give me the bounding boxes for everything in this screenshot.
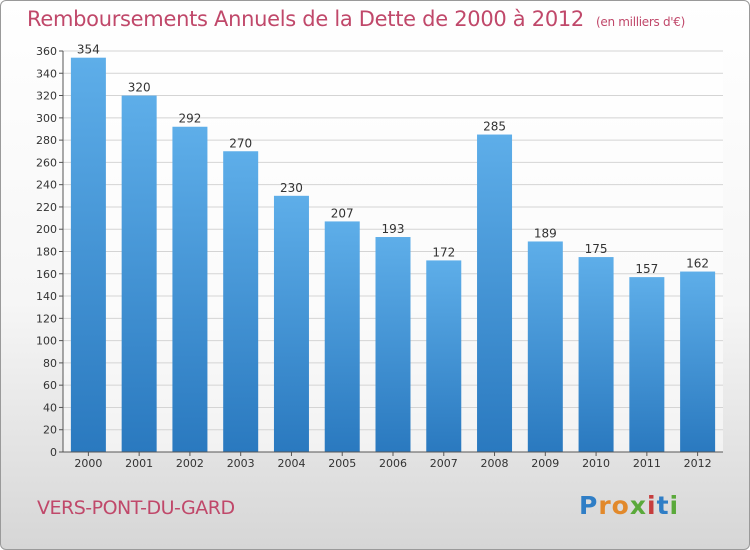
bar: [70, 57, 106, 452]
logo-letter: t: [656, 491, 670, 520]
data-label: 230: [280, 181, 303, 195]
bar: [223, 151, 259, 452]
data-label: 157: [635, 262, 658, 276]
logo-letter: i: [647, 491, 657, 520]
bar: [121, 95, 157, 453]
x-tick-label: 2011: [633, 457, 661, 470]
y-tick-label: 20: [43, 424, 57, 437]
x-tick-label: 2005: [328, 457, 356, 470]
y-tick-label: 280: [36, 134, 57, 147]
x-axis: 2000 2001 2002 2003 2004 2005 2006 2007 2008 2009…: [63, 451, 723, 470]
y-axis: 0 20 40 60 80 100 120 140 160 180 200 220 240 260 280 3…: [36, 45, 64, 459]
y-tick-label: 180: [36, 246, 57, 259]
y-tick-label: 340: [36, 67, 57, 80]
data-label: 320: [128, 81, 151, 95]
bar: [477, 134, 513, 452]
data-label: 189: [534, 226, 557, 240]
data-label: 354: [77, 43, 100, 57]
title-text: Remboursements Annuels de la Dette de 20…: [27, 7, 584, 31]
bar: [273, 195, 309, 453]
y-tick-label: 200: [36, 223, 57, 236]
data-label: 270: [229, 136, 252, 150]
x-tick-label: 2000: [74, 457, 102, 470]
y-tick-label: 0: [50, 446, 57, 459]
x-tick-label: 2008: [481, 457, 509, 470]
y-tick-label: 360: [36, 45, 57, 58]
y-tick-label: 120: [36, 312, 57, 325]
y-tick-label: 80: [43, 357, 57, 370]
y-tick-label: 100: [36, 335, 57, 348]
data-label: 292: [178, 112, 201, 126]
bar: [324, 221, 360, 452]
x-tick-label: 2007: [430, 457, 458, 470]
data-label: 162: [686, 257, 709, 271]
data-label: 285: [483, 120, 506, 134]
bar: [172, 126, 208, 452]
x-tick-label: 2009: [531, 457, 559, 470]
title-unit: (en milliers d'€): [596, 15, 686, 29]
y-tick-label: 140: [36, 290, 57, 303]
x-tick-label: 2003: [227, 457, 255, 470]
logo-letter: o: [611, 491, 630, 520]
bar: [629, 277, 665, 452]
x-tick-label: 2012: [684, 457, 712, 470]
bar: [527, 241, 563, 452]
proxiti-logo: Proxiti: [579, 491, 679, 520]
data-label: 175: [585, 242, 608, 256]
bar: [426, 260, 462, 452]
x-tick-label: 2002: [176, 457, 204, 470]
logo-letter: P: [579, 491, 599, 520]
y-tick-label: 160: [36, 268, 57, 281]
logo-letter: i: [669, 491, 680, 520]
y-tick-label: 300: [36, 112, 57, 125]
bars: 354 320 292 270 230 207 193 172 285 189 175 157 162: [70, 43, 716, 453]
chart-title: Remboursements Annuels de la Dette de 20…: [27, 7, 685, 31]
data-label: 207: [331, 206, 354, 220]
x-tick-label: 2004: [277, 457, 305, 470]
bar: [680, 271, 716, 452]
y-tick-label: 260: [36, 156, 57, 169]
x-tick-label: 2010: [582, 457, 610, 470]
bar: [375, 237, 411, 452]
bar: [578, 257, 614, 452]
y-tick-label: 60: [43, 379, 57, 392]
data-label: 172: [432, 245, 455, 259]
y-tick-label: 220: [36, 201, 57, 214]
city-name: VERS-PONT-DU-GARD: [37, 497, 235, 519]
y-tick-label: 40: [43, 401, 57, 414]
y-tick-label: 320: [36, 90, 57, 103]
y-tick-label: 240: [36, 179, 57, 192]
logo-letter: x: [629, 491, 647, 520]
x-tick-label: 2006: [379, 457, 407, 470]
x-tick-label: 2001: [125, 457, 153, 470]
logo-letter: r: [598, 491, 612, 520]
data-label: 193: [382, 222, 405, 236]
